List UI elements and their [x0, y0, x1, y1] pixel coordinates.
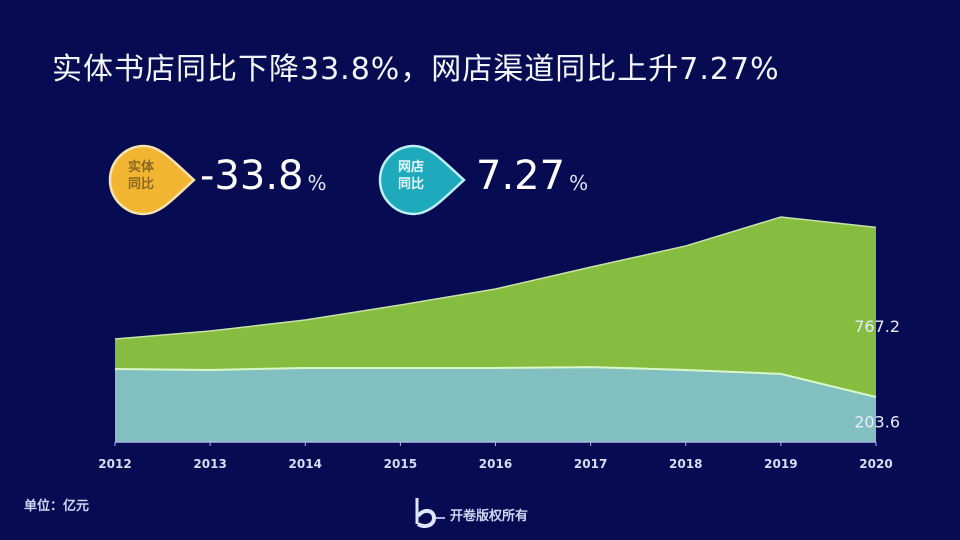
bubble-label-line2: 同比 [397, 177, 424, 192]
footer-copyright: 开卷版权所有 [412, 496, 528, 532]
bubble-label-line2: 同比 [127, 177, 154, 192]
data-label: 767.2 [854, 317, 900, 336]
x-tick-label: 2012 [98, 457, 131, 471]
boundary-line-total [114, 216, 877, 340]
page-title: 实体书店同比下降33.8%，网店渠道同比上升7.27% [52, 52, 780, 87]
x-tick-label: 2020 [859, 457, 892, 471]
area-physical-store [115, 367, 876, 442]
kpi-unit: % [569, 171, 589, 195]
kpi-online-store: 网店 同比 7.27 % [374, 140, 589, 216]
bubble-label-line1: 网店 [397, 160, 424, 175]
x-tick-label: 2014 [289, 457, 322, 471]
bubble-physical: 实体 同比 [104, 144, 196, 216]
x-tick-label: 2013 [193, 457, 226, 471]
x-tick-label: 2015 [384, 457, 417, 471]
kpi-physical-store: 实体 同比 -33.8 % [104, 140, 327, 216]
boundary-line-physical [114, 366, 877, 398]
bubble-online: 网店 同比 [374, 144, 466, 216]
kaijuan-logo-icon [415, 498, 445, 528]
chart-areas [114, 216, 877, 442]
x-tick-label: 2016 [479, 457, 512, 471]
data-label: 203.6 [854, 412, 900, 431]
x-tick-label: 2019 [764, 457, 797, 471]
data-labels: 767.2 203.6 [854, 317, 900, 431]
area-online-store [115, 216, 876, 397]
kpi-value: 7.27 [476, 153, 566, 199]
kpi-unit: % [307, 171, 327, 195]
teardrop-bubble-icon [108, 144, 196, 216]
kpi-value: -33.8 [200, 153, 304, 199]
teardrop-bubble-icon [378, 144, 466, 216]
x-axis-ticks: 2012 2013 2014 2015 2016 2017 2018 2019 2020 [98, 442, 893, 471]
x-tick-label: 2018 [669, 457, 702, 471]
x-tick-label: 2017 [574, 457, 607, 471]
bubble-label-line1: 实体 [127, 160, 154, 175]
unit-label: 单位：亿元 [24, 499, 90, 514]
copyright-text: 开卷版权所有 [450, 508, 529, 524]
